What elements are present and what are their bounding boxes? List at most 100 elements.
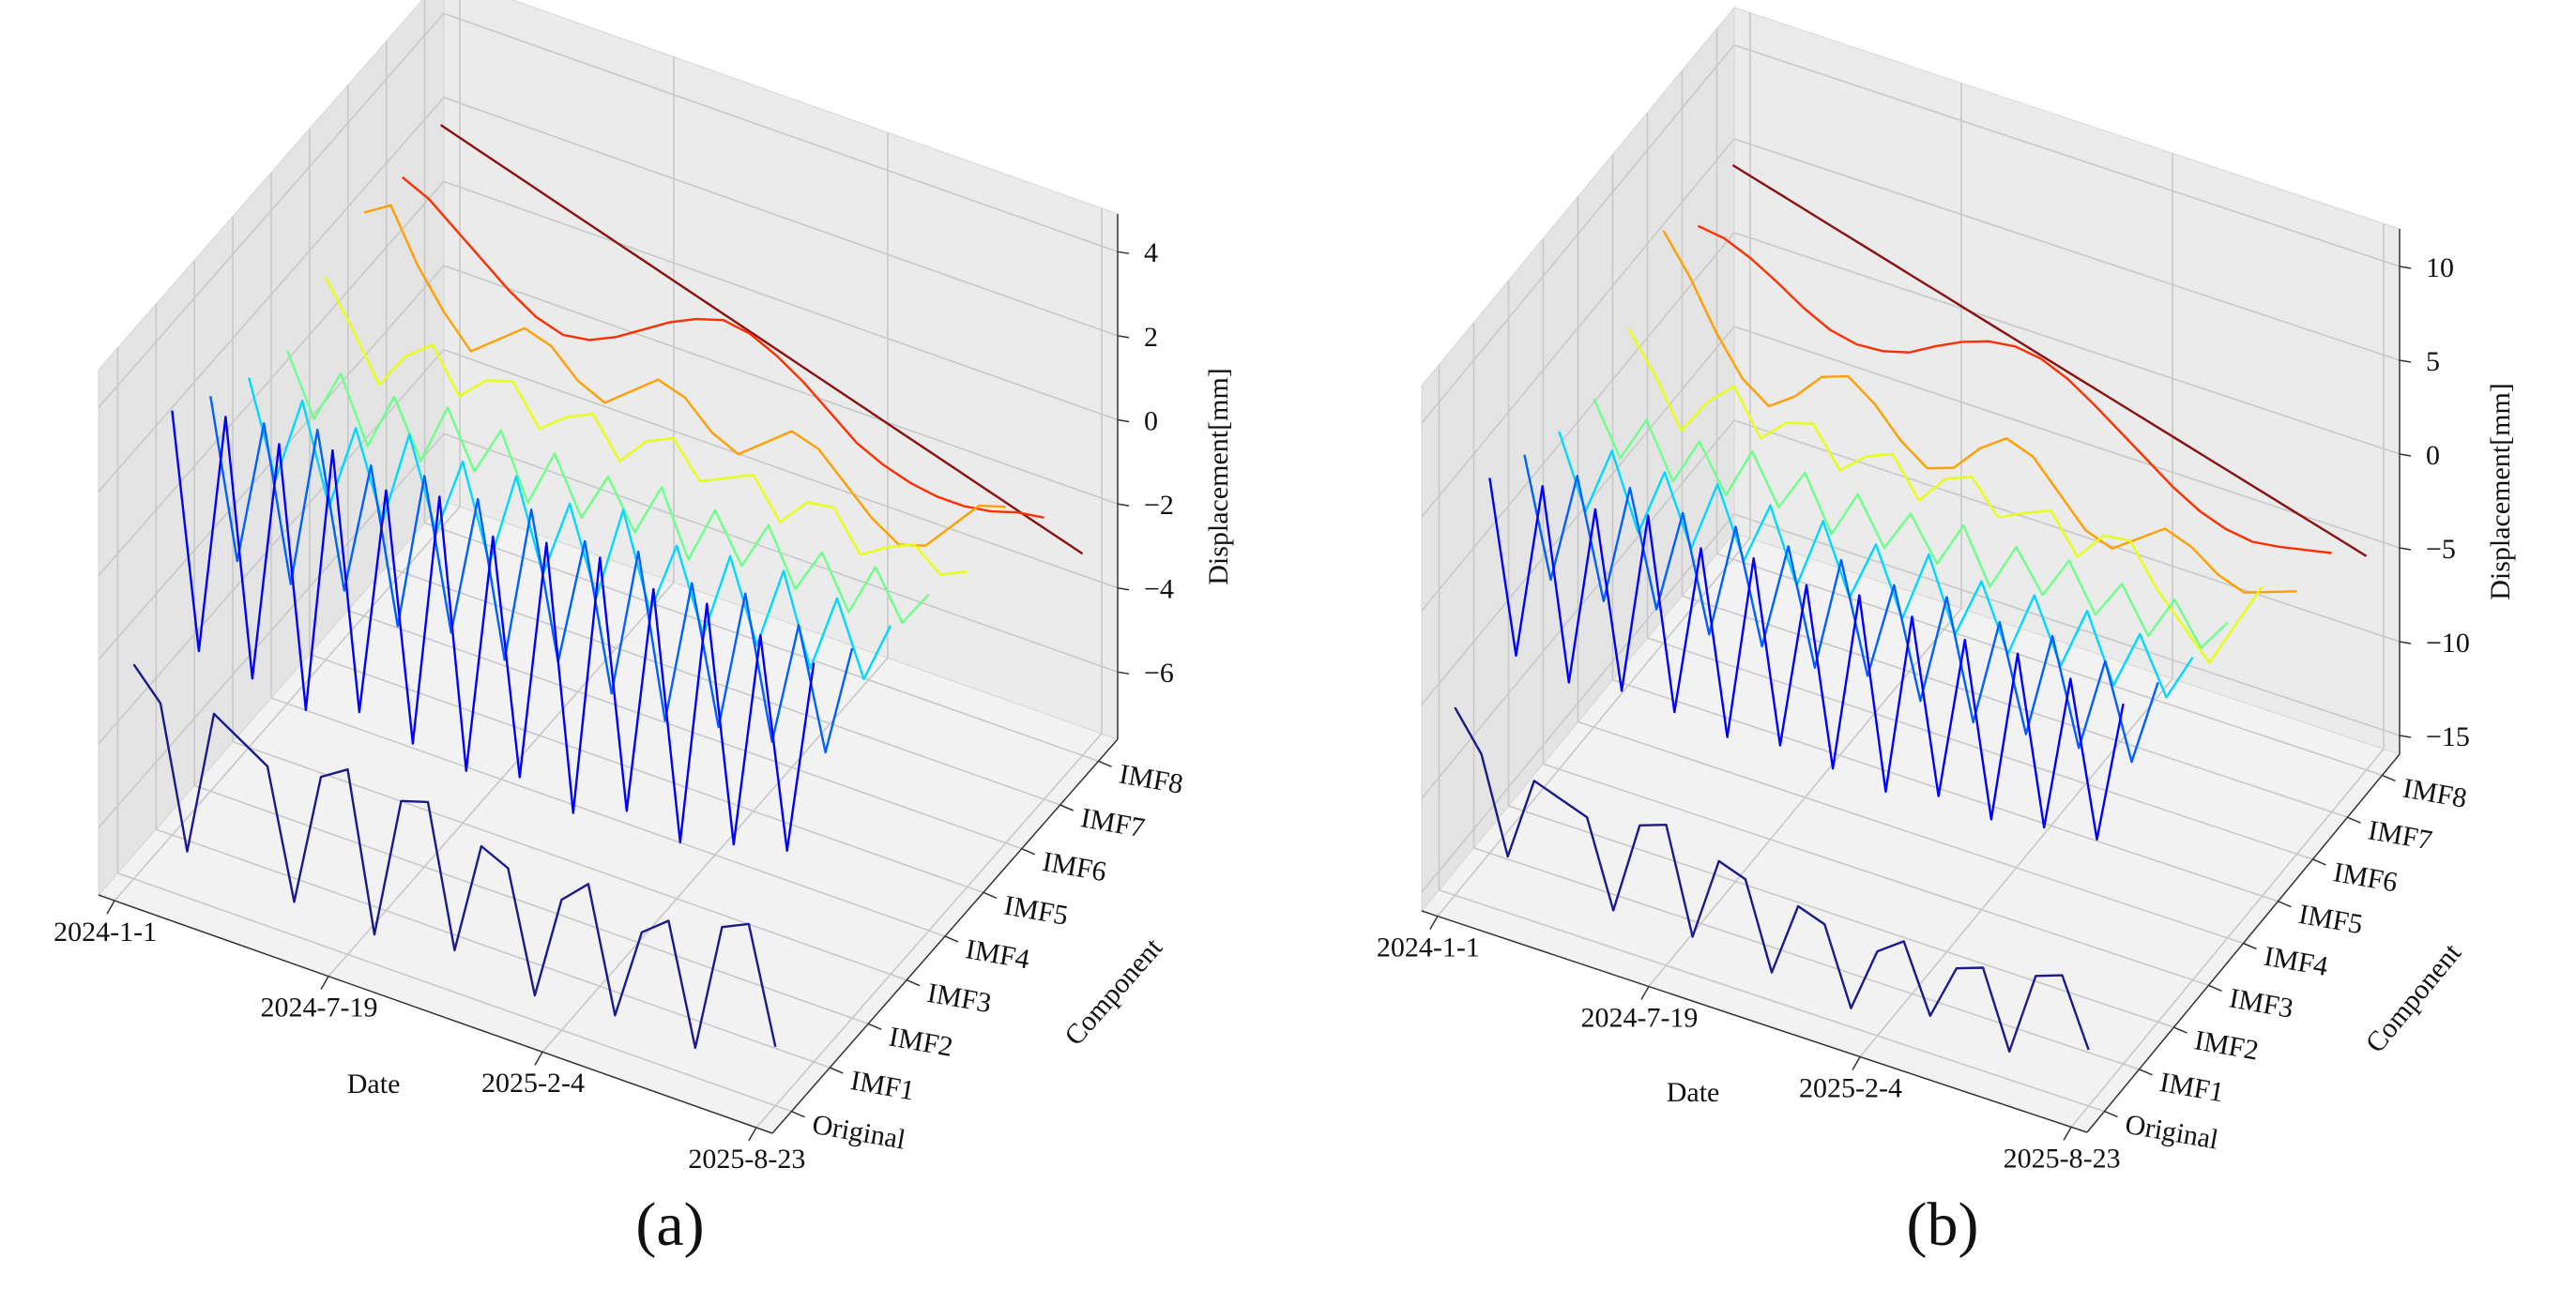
z-tick-label: −10 <box>2426 628 2470 659</box>
y-tick <box>2139 1069 2153 1076</box>
caption: (a) <box>635 1190 704 1259</box>
y-axis-label: Component <box>2360 937 2468 1058</box>
grid-line <box>270 697 946 937</box>
y-tick <box>2173 1026 2187 1034</box>
axis-line <box>771 738 1119 1134</box>
grid-line <box>1733 419 2401 643</box>
series-line <box>363 204 1006 547</box>
axis-line <box>1421 910 2088 1133</box>
x-tick <box>2063 1127 2072 1141</box>
x-axis-label: Date <box>347 1069 401 1099</box>
grid-line <box>1578 720 2244 945</box>
x-tick-label: 2025-8-23 <box>2004 1143 2121 1174</box>
grid-line <box>1733 232 2401 455</box>
x-tick <box>748 1127 757 1142</box>
grid-line <box>193 784 869 1025</box>
y-tick <box>2278 901 2292 908</box>
y-tick-label: IMF4 <box>964 933 1032 975</box>
grid-line <box>347 609 1023 850</box>
series-line <box>1731 163 2368 557</box>
y-axis-label: Component <box>1059 932 1169 1052</box>
y-tick <box>1098 760 1112 768</box>
z-tick <box>1117 335 1130 339</box>
z-tick <box>2399 359 2412 363</box>
z-tick <box>2399 735 2412 738</box>
z-tick <box>1117 250 1130 255</box>
series-line <box>209 396 854 754</box>
x-tick <box>106 900 115 915</box>
grid-line <box>1716 553 2383 777</box>
x-tick <box>1429 916 1439 930</box>
y-tick-label: IMF7 <box>2366 814 2434 856</box>
series-line <box>1523 454 2159 764</box>
z-tick-label: 2 <box>1144 322 1158 353</box>
z-tick-label: −5 <box>2426 534 2456 565</box>
z-tick <box>1117 671 1130 675</box>
y-tick-label: IMF3 <box>925 978 994 1019</box>
z-tick-label: −6 <box>1144 658 1174 689</box>
axis-line <box>2086 753 2401 1133</box>
y-tick-label: IMF3 <box>2227 982 2295 1023</box>
z-tick-label: 5 <box>2426 346 2440 377</box>
x-tick-label: 2024-7-19 <box>261 993 378 1023</box>
series-line <box>1454 706 2090 1054</box>
z-tick <box>1117 503 1130 507</box>
series-line <box>285 350 930 624</box>
y-tick-label: IMF6 <box>2331 857 2400 898</box>
z-tick <box>2399 547 2412 551</box>
series-line <box>171 410 815 852</box>
caption: (b) <box>1907 1190 1979 1259</box>
series-line <box>1558 431 2194 699</box>
y-tick-label: IMF2 <box>2192 1024 2261 1066</box>
grid-line <box>117 872 792 1113</box>
series-line <box>248 377 892 681</box>
y-tick-label: IMF8 <box>2401 773 2469 814</box>
x-tick-label: 2025-2-4 <box>1799 1072 1902 1103</box>
y-tick <box>2312 858 2326 866</box>
y-tick <box>2208 984 2222 992</box>
x-tick <box>320 976 329 991</box>
grid-line <box>1733 513 2401 736</box>
series-line <box>1697 224 2332 554</box>
z-axis-label: Displacement[mm] <box>1203 368 1234 585</box>
chart-panel: 2024-1-1 2024-7-19 2025-2-4 2025-8-23 −15 −10… <box>1377 6 2516 1259</box>
y-tick-label: IMF5 <box>2296 899 2365 940</box>
y-tick <box>1021 847 1036 856</box>
grid-line <box>1473 847 2140 1070</box>
grid-line <box>443 12 1119 253</box>
grid-line <box>1733 44 2401 267</box>
y-tick-label: IMF6 <box>1040 846 1108 887</box>
x-tick-label: 2024-1-1 <box>1377 933 1480 963</box>
x-axis-label: Date <box>1667 1077 1720 1108</box>
grid-line <box>232 740 907 981</box>
grid-line <box>1439 888 2105 1113</box>
grid-line <box>443 180 1119 421</box>
x-tick-label: 2024-1-1 <box>53 917 157 948</box>
y-tick <box>2243 942 2257 950</box>
y-tick <box>983 891 998 900</box>
series-line <box>1593 398 2229 649</box>
series-line <box>132 663 777 1050</box>
y-tick <box>2382 774 2396 782</box>
x-tick <box>534 1051 543 1066</box>
x-tick <box>1640 986 1650 1000</box>
y-tick-label: Original <box>2123 1109 2220 1156</box>
x-tick-label: 2025-2-4 <box>481 1068 585 1099</box>
z-tick-label: 0 <box>2426 440 2440 471</box>
x-tick-label: 2025-8-23 <box>688 1144 805 1175</box>
grid-line <box>1682 595 2348 818</box>
y-tick-label: IMF4 <box>2262 941 2330 982</box>
y-tick <box>867 1023 882 1031</box>
y-tick-label: Original <box>810 1109 907 1156</box>
z-tick-label: 4 <box>1144 237 1158 268</box>
series-line <box>440 124 1084 555</box>
z-tick-label: 0 <box>1144 405 1158 436</box>
z-tick <box>1117 586 1130 591</box>
z-tick <box>2399 641 2412 644</box>
grid-line <box>156 828 831 1069</box>
grid-line <box>309 653 984 894</box>
chart-panel: 2024-1-1 2024-7-19 2025-2-4 2025-8-23 −6 −4 −2… <box>53 0 1234 1259</box>
y-tick <box>830 1067 844 1074</box>
z-tick-label: −2 <box>1144 490 1174 521</box>
